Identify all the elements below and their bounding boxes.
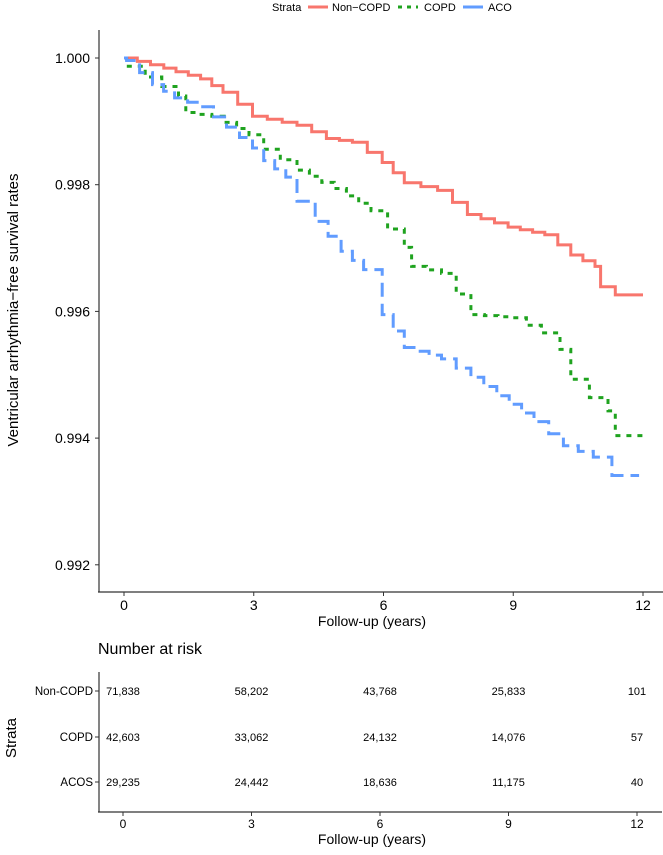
risk-count: 24,442 — [235, 777, 269, 789]
risk-count: 18,636 — [363, 777, 397, 789]
risk-row-label: ACOS — [60, 777, 93, 789]
survival-plot: 0.992 0.994 0.996 0.998 1.000 0 3 6 9 12 Follow-… — [5, 30, 663, 629]
risk-x-tick-label: 6 — [377, 817, 384, 831]
risk-table-x-title: Follow-up (years) — [318, 831, 426, 847]
risk-count: 101 — [628, 686, 646, 698]
legend-label-non-copd: Non−COPD — [332, 2, 390, 14]
risk-count: 25,833 — [492, 686, 526, 698]
y-tick-label: 0.996 — [55, 303, 90, 319]
risk-count: 40 — [631, 777, 643, 789]
risk-count: 11,175 — [492, 777, 525, 789]
risk-count: 33,062 — [235, 732, 269, 744]
x-tick-label: 9 — [509, 597, 517, 613]
risk-row-label: Non-COPD — [35, 686, 93, 698]
risk-x-tick-label: 3 — [248, 817, 255, 831]
risk-count: 14,076 — [492, 732, 526, 744]
risk-count: 43,768 — [363, 686, 397, 698]
legend-title: Strata — [272, 2, 302, 14]
x-tick-label: 0 — [120, 597, 128, 613]
risk-row: ACOS 29,235 24,442 18,636 11,175 40 — [60, 777, 643, 789]
risk-count: 24,132 — [363, 732, 397, 744]
legend-label-aco: ACO — [488, 2, 512, 14]
risk-row: Non-COPD 71,838 58,202 43,768 25,833 101 — [35, 686, 646, 698]
risk-table-title: Number at risk — [98, 641, 203, 658]
x-tick-label: 12 — [635, 597, 651, 613]
risk-table: Number at risk Non-COPD 71,838 58,202 43,76… — [3, 641, 662, 847]
x-tick-label: 6 — [380, 597, 388, 613]
risk-count: 71,838 — [106, 686, 140, 698]
risk-row-label: COPD — [60, 732, 93, 744]
risk-count: 58,202 — [235, 686, 269, 698]
risk-count: 29,235 — [106, 777, 140, 789]
risk-table-y-title: Strata — [3, 717, 20, 758]
risk-x-tick-label: 12 — [630, 817, 644, 831]
survival-curve-copd — [124, 56, 643, 438]
risk-count: 57 — [631, 732, 643, 744]
y-tick-label: 0.998 — [55, 177, 90, 193]
legend: Strata Non−COPD COPD ACO — [272, 2, 512, 14]
y-tick-label: 1.000 — [55, 50, 90, 66]
x-axis-title: Follow-up (years) — [318, 613, 426, 629]
risk-count: 42,603 — [106, 732, 140, 744]
risk-row: COPD 42,603 33,062 24,132 14,076 57 — [60, 732, 643, 744]
survival-curve-non-copd — [124, 56, 643, 297]
x-tick-label: 3 — [250, 597, 258, 613]
survival-curve-aco — [124, 56, 640, 477]
y-axis-title: Ventricular arrhythmia−free survival rat… — [5, 173, 22, 446]
y-tick-label: 0.994 — [55, 430, 90, 446]
legend-label-copd: COPD — [424, 2, 456, 14]
risk-x-tick-label: 0 — [120, 817, 127, 831]
y-tick-label: 0.992 — [55, 557, 90, 573]
risk-x-tick-label: 9 — [505, 817, 512, 831]
